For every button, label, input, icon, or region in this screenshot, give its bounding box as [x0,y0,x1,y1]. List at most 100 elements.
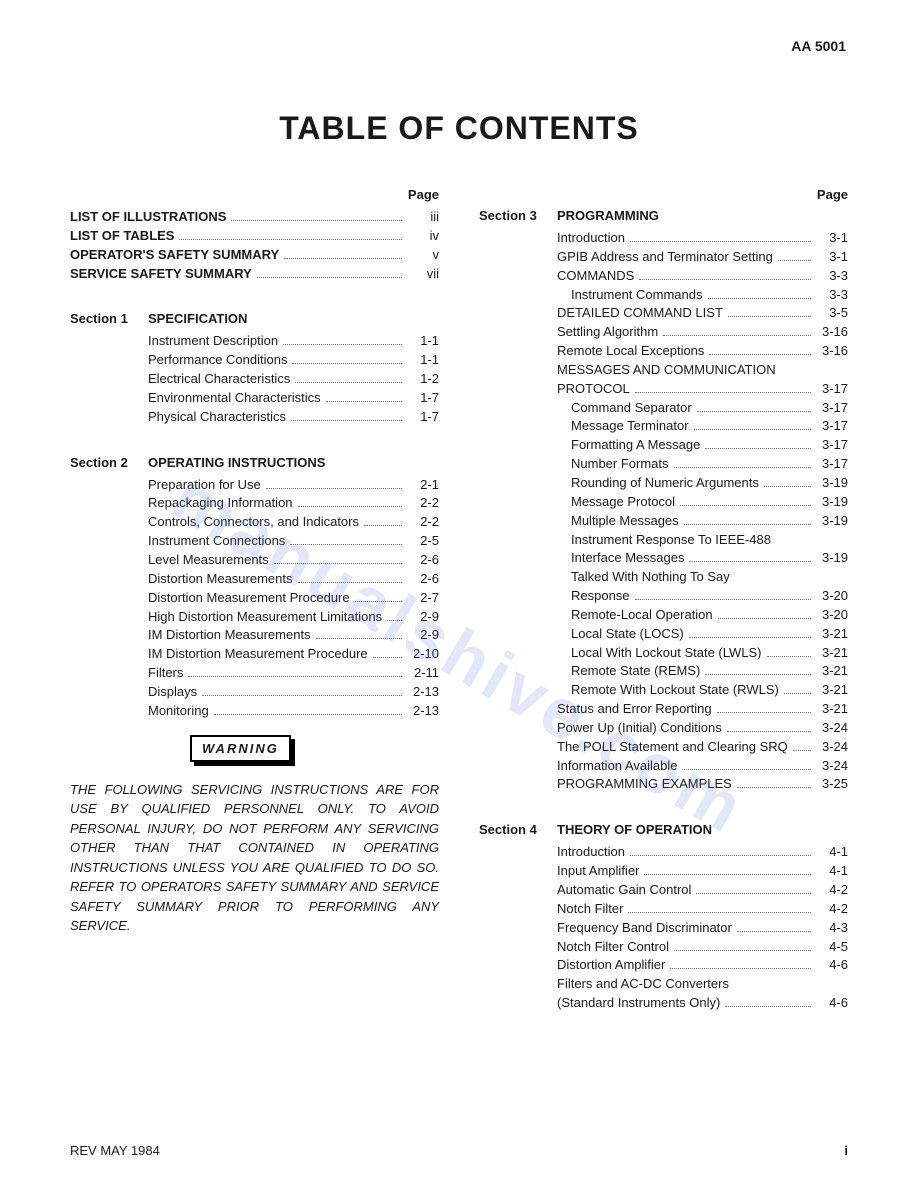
toc-leader-dots [630,241,811,242]
toc-label: Filters and AC-DC Converters [557,975,729,994]
toc-label: Interface Messages [557,549,684,568]
toc-page: 3-19 [816,512,848,531]
footer-revision: REV MAY 1984 [70,1143,160,1158]
toc-entry: Repackaging Information2-2 [148,494,439,513]
toc-entry: Status and Error Reporting3-21 [557,700,848,719]
document-id: AA 5001 [791,38,846,54]
warning-badge: WARNING [190,735,291,762]
toc-page: iv [407,227,439,246]
toc-entry: Performance Conditions1-1 [148,351,439,370]
toc-page: 3-24 [816,738,848,757]
section-1-items: Instrument Description1-1Performance Con… [148,332,439,426]
toc-entry: IM Distortion Measurement Procedure2-10 [148,645,439,664]
toc-entry: Instrument Commands 3-3 [557,286,848,305]
toc-entry: Filters2-11 [148,664,439,683]
section-title: PROGRAMMING [557,208,659,223]
toc-entry: Electrical Characteristics1-2 [148,370,439,389]
toc-page: 1-7 [407,389,439,408]
toc-leader-dots [284,258,402,259]
toc-label: Electrical Characteristics [148,370,290,389]
toc-leader-dots [628,912,811,913]
toc-leader-dots [708,298,812,299]
toc-page: 3-21 [816,662,848,681]
toc-entry: Command Separator3-17 [557,399,848,418]
toc-page: 3-17 [816,436,848,455]
toc-leader-dots [290,544,402,545]
toc-label: DETAILED COMMAND LIST [557,304,723,323]
toc-label: LIST OF ILLUSTRATIONS [70,208,226,227]
toc-leader-dots [635,392,811,393]
toc-label: Distortion Measurements [148,570,293,589]
toc-leader-dots [326,401,402,402]
toc-entry: Introduction4-1 [557,843,848,862]
toc-page: 3-3 [816,267,848,286]
toc-entry: Level Measurements2-6 [148,551,439,570]
toc-page: 2-13 [407,683,439,702]
toc-entry: Remote Local Exceptions3-16 [557,342,848,361]
section-title: SPECIFICATION [148,311,247,326]
section-title: THEORY OF OPERATION [557,822,712,837]
toc-label: Local With Lockout State (LWLS) [557,644,762,663]
toc-page: 4-2 [816,881,848,900]
toc-page: 3-19 [816,549,848,568]
section-number: Section 3 [479,208,557,223]
toc-page: 3-3 [816,286,848,305]
toc-leader-dots [727,731,811,732]
toc-page: 3-20 [816,587,848,606]
footer-page-number: i [844,1143,848,1158]
toc-page: 2-6 [407,551,439,570]
toc-leader-dots [202,695,402,696]
toc-leader-dots [682,769,811,770]
toc-entry: Talked With Nothing To Say [557,568,848,587]
toc-entry: PROGRAMMING EXAMPLES3-25 [557,775,848,794]
toc-page: 4-1 [816,843,848,862]
toc-leader-dots [188,676,402,677]
toc-entry: Local With Lockout State (LWLS) 3-21 [557,644,848,663]
toc-page: iii [407,208,439,227]
toc-label: Message Protocol [557,493,675,512]
toc-label: Status and Error Reporting [557,700,712,719]
toc-page: 2-6 [407,570,439,589]
toc-leader-dots [316,638,402,639]
toc-page: 3-17 [816,417,848,436]
section-4-header: Section 4 THEORY OF OPERATION [479,822,848,837]
toc-label: Instrument Description [148,332,278,351]
toc-label: Instrument Response To IEEE-488 [557,531,771,550]
toc-page: 3-25 [816,775,848,794]
toc-label: The POLL Statement and Clearing SRQ [557,738,788,757]
toc-leader-dots [696,893,811,894]
toc-leader-dots [295,382,402,383]
toc-entry: COMMANDS 3-3 [557,267,848,286]
toc-entry: Power Up (Initial) Conditions3-24 [557,719,848,738]
toc-label: Instrument Commands [557,286,703,305]
toc-page: 3-21 [816,644,848,663]
toc-leader-dots [292,363,402,364]
toc-entry: Notch Filter Control 4-5 [557,938,848,957]
toc-entry: Formatting A Message3-17 [557,436,848,455]
toc-entry: Notch Filter4-2 [557,900,848,919]
section-4-items: Introduction4-1Input Amplifier4-1Automat… [557,843,848,1013]
toc-entry: Displays2-13 [148,683,439,702]
toc-leader-dots [283,344,402,345]
toc-entry: Interface Messages 3-19 [557,549,848,568]
toc-label: Settling Algorithm [557,323,658,342]
section-number: Section 2 [70,455,148,470]
toc-label: Message Terminator [557,417,689,436]
toc-page: 2-5 [407,532,439,551]
content-columns: Page LIST OF ILLUSTRATIONSiiiLIST OF TAB… [70,187,848,1013]
toc-entry: Instrument Connections2-5 [148,532,439,551]
toc-label: Rounding of Numeric Arguments [557,474,759,493]
toc-leader-dots [784,693,811,694]
toc-leader-dots [674,467,811,468]
toc-entry: PROTOCOL3-17 [557,380,848,399]
toc-entry: Physical Characteristics1-7 [148,408,439,427]
toc-label: IM Distortion Measurements [148,626,311,645]
toc-page: 4-6 [816,994,848,1013]
toc-label: Remote-Local Operation [557,606,713,625]
toc-entry: Environmental Characteristics1-7 [148,389,439,408]
toc-label: Number Formats [557,455,669,474]
toc-label: COMMANDS [557,267,634,286]
toc-page: 3-19 [816,474,848,493]
toc-page: 4-5 [816,938,848,957]
toc-label: Notch Filter Control [557,938,669,957]
